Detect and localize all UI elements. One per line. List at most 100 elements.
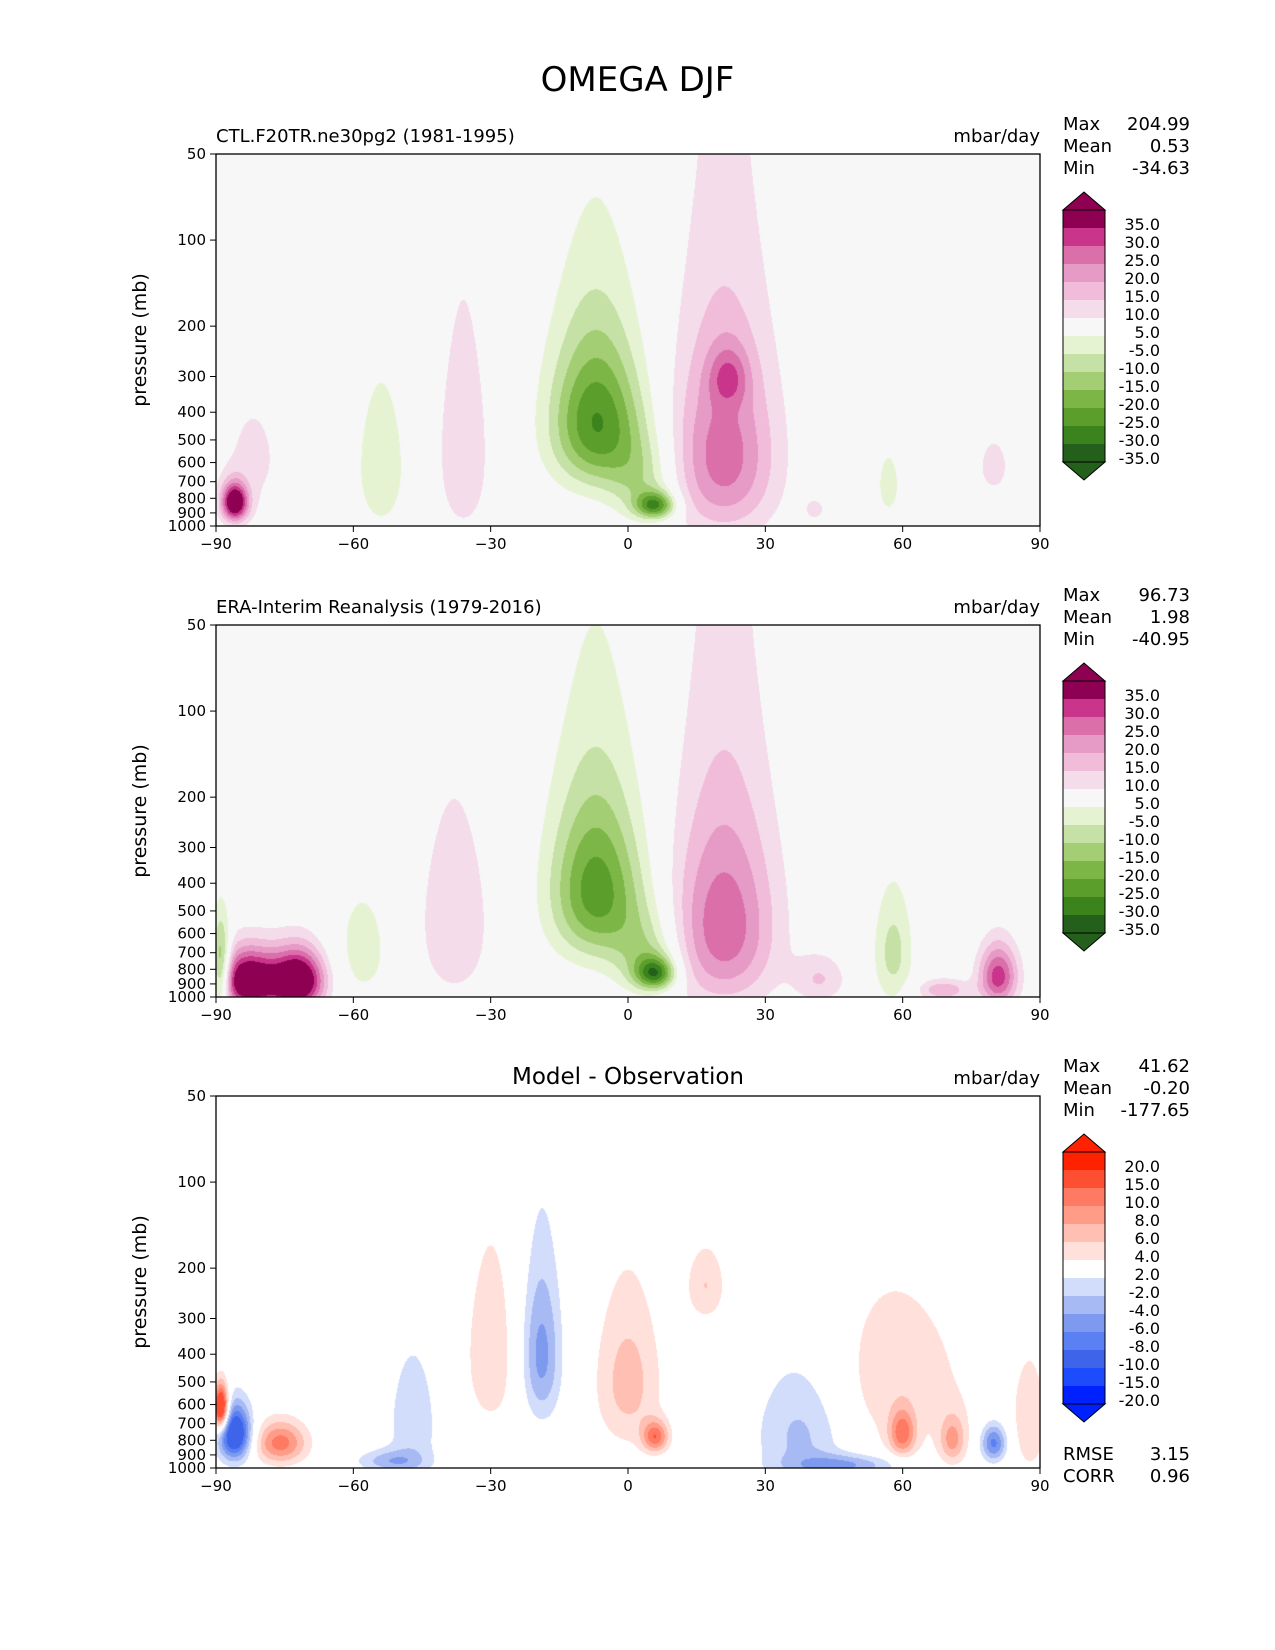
colorbar-swatch xyxy=(1063,246,1105,265)
colorbar-label: 10.0 xyxy=(1124,305,1160,324)
y-tick-label: 700 xyxy=(177,473,206,491)
colorbar-label: 20.0 xyxy=(1124,1157,1160,1176)
colorbar-label: -35.0 xyxy=(1119,449,1160,468)
colorbar-label: -6.0 xyxy=(1129,1319,1160,1338)
colorbar-swatch xyxy=(1063,300,1105,319)
colorbar-swatch xyxy=(1063,1314,1105,1333)
colorbar-label: 20.0 xyxy=(1124,740,1160,759)
colorbar-swatch xyxy=(1063,1188,1105,1207)
x-tick-label: −90 xyxy=(200,1006,232,1024)
y-tick-label: 200 xyxy=(177,317,206,335)
colorbar-swatch xyxy=(1063,408,1105,427)
x-tick-label: −30 xyxy=(475,1006,507,1024)
y-tick-label: 600 xyxy=(177,1396,206,1414)
colorbar-swatch xyxy=(1063,699,1105,718)
colorbar-swatch xyxy=(1063,1386,1105,1405)
colorbar-label: 8.0 xyxy=(1135,1211,1160,1230)
colorbar-label: 25.0 xyxy=(1124,722,1160,741)
colorbar-swatch xyxy=(1063,879,1105,898)
colorbar-swatch xyxy=(1063,1260,1105,1279)
stat-value-mean: 1.98 xyxy=(1150,607,1190,628)
stat-label-max: Max xyxy=(1063,585,1101,606)
stat-label-mean: Mean xyxy=(1063,607,1112,628)
colorbar-label: 30.0 xyxy=(1124,704,1160,723)
stat-label-corr: CORR xyxy=(1063,1466,1115,1487)
units-label: mbar/day xyxy=(953,1068,1040,1089)
colorbar-swatch xyxy=(1063,789,1105,808)
y-tick-label: 700 xyxy=(177,1415,206,1433)
y-tick-label: 300 xyxy=(177,367,206,385)
colorbar-swatch xyxy=(1063,771,1105,790)
field-contours xyxy=(216,1096,1040,1468)
colorbar-frame xyxy=(1062,680,1106,934)
colorbar-label: -15.0 xyxy=(1119,377,1160,396)
y-tick-label: 900 xyxy=(177,1446,206,1464)
y-tick-label: 50 xyxy=(187,1087,206,1105)
stat-value-min: -40.95 xyxy=(1132,629,1190,650)
y-tick-label: 900 xyxy=(177,504,206,522)
y-tick-label: 1000 xyxy=(168,988,206,1006)
colorbar-swatch xyxy=(1063,336,1105,355)
y-tick-label: 1000 xyxy=(168,517,206,535)
x-tick-label: 30 xyxy=(756,535,775,553)
units-label: mbar/day xyxy=(953,597,1040,618)
panel-title: ERA-Interim Reanalysis (1979-2016) xyxy=(216,597,542,618)
colorbar-label: -20.0 xyxy=(1119,866,1160,885)
y-tick-label: 600 xyxy=(177,454,206,472)
y-tick-label: 800 xyxy=(177,960,206,978)
x-tick-label: 90 xyxy=(1030,1006,1049,1024)
panel-title: Model - Observation xyxy=(512,1064,744,1090)
colorbar-swatch xyxy=(1063,354,1105,373)
stat-label-max: Max xyxy=(1063,1056,1101,1077)
colorbar-label: -15.0 xyxy=(1119,1373,1160,1392)
stat-value-mean: 0.53 xyxy=(1150,136,1190,157)
colorbar-swatch xyxy=(1063,897,1105,916)
panel-title: CTL.F20TR.ne30pg2 (1981-1995) xyxy=(216,126,515,147)
stat-value-min: -34.63 xyxy=(1132,158,1190,179)
y-tick-label: 200 xyxy=(177,788,206,806)
colorbar-swatch xyxy=(1063,825,1105,844)
y-tick-label: 50 xyxy=(187,145,206,163)
colorbar-extend-min xyxy=(1061,1403,1107,1423)
field-contours xyxy=(216,154,1040,526)
colorbar-label: 15.0 xyxy=(1124,287,1160,306)
colorbar-extend-max xyxy=(1061,1133,1107,1153)
colorbar-swatch xyxy=(1063,915,1105,934)
y-tick-label: 600 xyxy=(177,925,206,943)
x-tick-label: −30 xyxy=(475,1477,507,1495)
stat-value-min: -177.65 xyxy=(1121,1100,1190,1121)
colorbar-label: 5.0 xyxy=(1135,794,1160,813)
colorbar-swatch xyxy=(1063,390,1105,409)
y-tick-label: 200 xyxy=(177,1259,206,1277)
colorbar-label: 6.0 xyxy=(1135,1229,1160,1248)
stat-label-min: Min xyxy=(1063,1100,1095,1121)
x-tick-label: 60 xyxy=(893,535,912,553)
colorbar-label: 30.0 xyxy=(1124,233,1160,252)
stat-value-corr: 0.96 xyxy=(1150,1466,1190,1487)
y-tick-label: 100 xyxy=(177,231,206,249)
x-tick-label: −60 xyxy=(338,1477,370,1495)
stat-value-mean: -0.20 xyxy=(1143,1078,1190,1099)
y-axis-label: pressure (mb) xyxy=(129,1215,151,1349)
colorbar-label: 10.0 xyxy=(1124,1193,1160,1212)
colorbar-swatch xyxy=(1063,318,1105,337)
colorbar-label: -30.0 xyxy=(1119,902,1160,921)
colorbar-extend-min xyxy=(1061,932,1107,952)
colorbar-label: 15.0 xyxy=(1124,1175,1160,1194)
colorbar-swatch xyxy=(1063,1332,1105,1351)
y-tick-label: 500 xyxy=(177,431,206,449)
stat-label-min: Min xyxy=(1063,629,1095,650)
colorbar-label: -10.0 xyxy=(1119,830,1160,849)
y-tick-label: 500 xyxy=(177,902,206,920)
y-axis-label: pressure (mb) xyxy=(129,273,151,407)
x-tick-label: 90 xyxy=(1030,1477,1049,1495)
colorbar-frame xyxy=(1062,209,1106,463)
colorbar-swatch xyxy=(1063,282,1105,301)
colorbar-label: -10.0 xyxy=(1119,1355,1160,1374)
colorbar-swatch xyxy=(1063,735,1105,754)
colorbar-swatch xyxy=(1063,1152,1105,1171)
colorbar-swatch xyxy=(1063,843,1105,862)
